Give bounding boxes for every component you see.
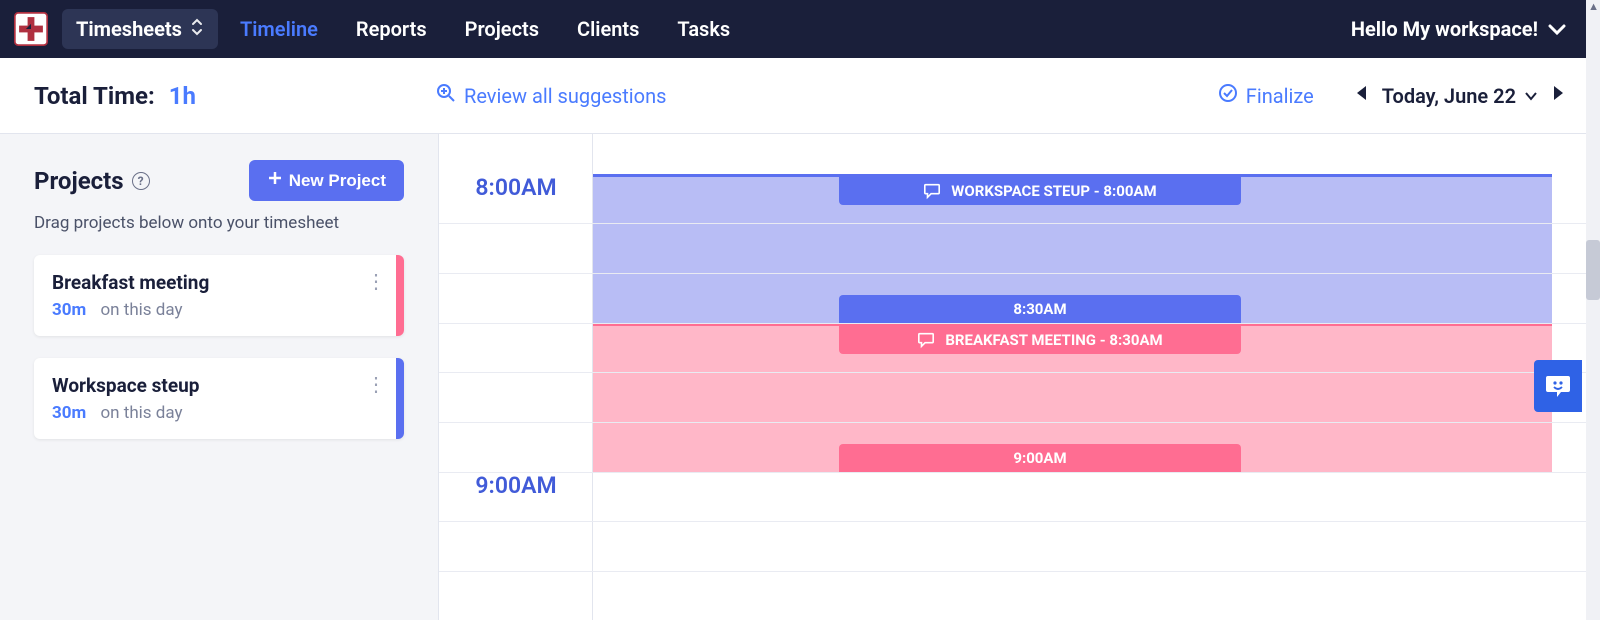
project-duration: 30m: [52, 403, 86, 423]
total-time-label: Total Time:: [34, 82, 155, 110]
nav-link-projects[interactable]: Projects: [465, 17, 539, 41]
timesheets-label: Timesheets: [76, 17, 182, 41]
event-title: WORKSPACE STEUP - 8:00AM: [839, 177, 1241, 205]
chat-widget[interactable]: [1534, 360, 1582, 412]
chevron-down-icon: [1524, 91, 1538, 101]
project-note: on this day: [100, 403, 182, 423]
projects-title: Projects ?: [34, 167, 150, 195]
projects-hint: Drag projects below onto your timesheet: [34, 213, 404, 233]
nav-link-timeline[interactable]: Timeline: [240, 17, 318, 41]
projects-sidebar: Projects ? New Project Drag projects bel…: [0, 134, 438, 620]
gridline: [439, 472, 1600, 473]
project-name: Workspace steup: [52, 374, 386, 397]
gridline: [439, 422, 1600, 423]
color-bar: [396, 358, 404, 439]
timeline[interactable]: WORKSPACE STEUP - 8:00AM 8:30AM BREAKFAS…: [438, 134, 1600, 620]
check-circle-icon: [1218, 83, 1238, 108]
scroll-up-icon: ▲: [1588, 0, 1599, 13]
date-select[interactable]: Today, June 22: [1382, 84, 1538, 108]
gridline: [439, 372, 1600, 373]
total-time-value: 1h: [169, 82, 196, 110]
app-logo[interactable]: [14, 12, 48, 46]
main-area: Projects ? New Project Drag projects bel…: [0, 134, 1600, 620]
project-meta: 30m on this day: [52, 300, 386, 320]
timesheets-dropdown[interactable]: Timesheets: [62, 9, 218, 49]
help-icon[interactable]: ?: [132, 172, 150, 190]
finalize-link[interactable]: Finalize: [1218, 83, 1314, 108]
review-label: Review all suggestions: [464, 84, 666, 108]
finalize-label: Finalize: [1246, 84, 1314, 108]
project-note: on this day: [100, 300, 182, 320]
zoom-in-icon: [436, 83, 456, 108]
nav-links: Timeline Reports Projects Clients Tasks: [240, 17, 730, 41]
date-picker: Today, June 22: [1354, 84, 1566, 108]
event-end-label: 8:30AM: [839, 295, 1241, 323]
time-label: 9:00AM: [439, 472, 593, 499]
project-name: Breakfast meeting: [52, 271, 386, 294]
comment-icon: [923, 182, 941, 200]
subheader: Total Time: 1h Review all suggestions Fi…: [0, 58, 1600, 134]
chevron-down-icon: [1548, 17, 1566, 41]
chat-smile-icon: [1544, 372, 1572, 400]
workspace-menu[interactable]: Hello My workspace!: [1351, 17, 1566, 41]
event-title: BREAKFAST MEETING - 8:30AM: [839, 326, 1241, 354]
timeline-event[interactable]: WORKSPACE STEUP - 8:00AM 8:30AM: [593, 174, 1552, 323]
gridline: [439, 521, 1600, 522]
updown-icon: [190, 18, 204, 40]
prev-day-button[interactable]: [1354, 84, 1368, 107]
scroll-thumb[interactable]: [1586, 240, 1600, 300]
project-duration: 30m: [52, 300, 86, 320]
gridline: [439, 323, 1600, 324]
project-meta: 30m on this day: [52, 403, 386, 423]
date-label: Today, June 22: [1382, 84, 1516, 108]
plus-icon: [267, 170, 283, 191]
event-end-label: 9:00AM: [839, 444, 1241, 472]
nav-link-clients[interactable]: Clients: [577, 17, 639, 41]
review-suggestions-link[interactable]: Review all suggestions: [436, 83, 666, 108]
gridline: [439, 273, 1600, 274]
gridline: [439, 223, 1600, 224]
workspace-label: Hello My workspace!: [1351, 17, 1538, 41]
time-label: 8:00AM: [439, 174, 593, 201]
nav-link-tasks[interactable]: Tasks: [677, 17, 730, 41]
time-gutter: [439, 134, 593, 620]
card-menu-button[interactable]: ⋮: [366, 372, 386, 396]
gridline: [439, 571, 1600, 572]
top-nav: Timesheets Timeline Reports Projects Cli…: [0, 0, 1600, 58]
next-day-button[interactable]: [1552, 84, 1566, 107]
projects-title-text: Projects: [34, 167, 124, 195]
comment-icon: [917, 331, 935, 349]
nav-link-reports[interactable]: Reports: [356, 17, 427, 41]
scrollbar[interactable]: ▲: [1586, 0, 1600, 620]
color-bar: [396, 255, 404, 336]
timeline-event[interactable]: BREAKFAST MEETING - 8:30AM 9:00AM: [593, 323, 1552, 472]
card-menu-button[interactable]: ⋮: [366, 269, 386, 293]
new-project-button[interactable]: New Project: [249, 160, 404, 201]
project-card[interactable]: ⋮ Breakfast meeting 30m on this day: [34, 255, 404, 336]
timeline-grid[interactable]: WORKSPACE STEUP - 8:00AM 8:30AM BREAKFAS…: [593, 134, 1600, 620]
new-project-label: New Project: [289, 171, 386, 191]
project-card[interactable]: ⋮ Workspace steup 30m on this day: [34, 358, 404, 439]
